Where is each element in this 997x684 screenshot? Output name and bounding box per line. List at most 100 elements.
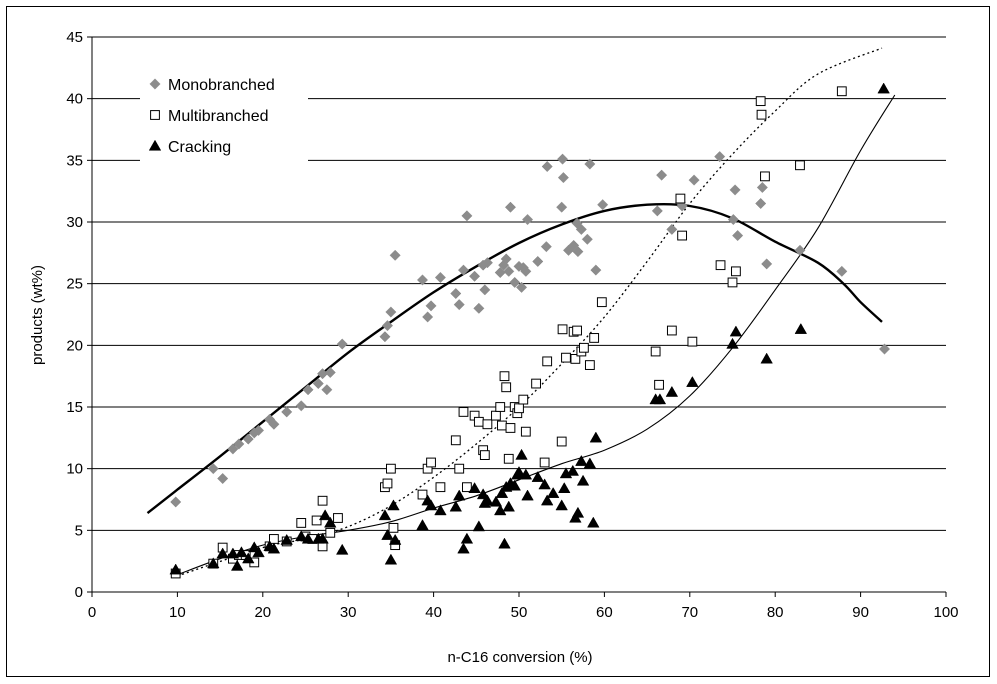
point-monobranched: [479, 284, 491, 296]
point-multibranched: [269, 534, 279, 544]
x-tick-label: 70: [681, 604, 698, 621]
point-monobranched: [714, 151, 726, 163]
point-multibranched: [520, 426, 531, 437]
point-monobranched: [556, 201, 568, 213]
point-cracking: [877, 82, 890, 94]
legend-marker-cracking: [148, 139, 162, 151]
legend-label-cracking: Cracking: [168, 139, 231, 156]
legend-marker-multibranched: [150, 110, 160, 120]
point-multibranched: [495, 402, 506, 412]
y-tick-label: 0: [75, 584, 83, 601]
point-cracking: [416, 519, 429, 530]
point-multibranched: [836, 86, 847, 97]
point-multibranched: [296, 518, 307, 528]
point-multibranched: [539, 457, 550, 468]
point-cracking: [498, 537, 511, 549]
point-cracking: [235, 546, 248, 558]
point-monobranched: [434, 271, 446, 284]
y-tick-label: 30: [66, 214, 83, 231]
point-monobranched: [252, 424, 265, 436]
point-multibranched: [333, 513, 343, 523]
point-monobranched: [302, 384, 314, 396]
point-monobranched: [281, 406, 293, 418]
y-tick-label: 25: [66, 276, 83, 293]
point-cracking: [472, 520, 486, 532]
point-monobranched: [324, 366, 336, 379]
point-cracking: [540, 494, 554, 506]
point-cracking: [316, 532, 329, 544]
point-cracking: [587, 516, 600, 528]
point-multibranched: [650, 346, 661, 357]
point-cracking: [449, 500, 463, 512]
point-monobranched: [572, 246, 584, 258]
point-multibranched: [756, 109, 767, 120]
point-monobranched: [541, 160, 553, 173]
point-multibranched: [731, 266, 741, 277]
point-multibranched: [715, 260, 726, 271]
point-monobranched: [242, 433, 254, 445]
point-monobranched: [321, 384, 333, 396]
point-monobranched: [590, 264, 602, 276]
point-cracking: [571, 506, 585, 518]
point-cracking: [576, 474, 590, 486]
point-multibranched: [572, 325, 582, 336]
point-multibranched: [556, 436, 567, 447]
point-multibranched: [557, 324, 568, 335]
point-multibranched: [584, 360, 595, 370]
point-cracking: [546, 487, 560, 498]
point-cracking: [468, 482, 481, 493]
point-multibranched: [561, 352, 571, 363]
y-tick-label: 35: [66, 152, 83, 169]
point-monobranched: [422, 311, 434, 323]
x-axis-title: n-C16 conversion (%): [447, 649, 592, 666]
point-multibranched: [454, 463, 465, 474]
y-tick-label: 10: [66, 461, 83, 478]
point-multibranched: [675, 193, 686, 204]
point-cracking: [575, 454, 588, 466]
axes: 0 5 10 15 20 25 30 35 40 45 0 10 20 30 40 50 60 70 80 90 100: [66, 29, 958, 621]
point-monobranched: [473, 302, 485, 314]
point-monobranched: [651, 205, 663, 217]
point-monobranched: [233, 438, 245, 450]
point-cracking: [384, 553, 398, 565]
point-multibranched: [462, 482, 472, 493]
point-cracking: [387, 499, 400, 511]
point-cracking: [388, 533, 402, 545]
point-multibranched: [450, 435, 461, 446]
point-monobranched: [521, 213, 534, 226]
point-cracking: [515, 448, 528, 460]
point-multibranched: [479, 450, 490, 461]
point-monobranched: [732, 230, 744, 242]
point-monobranched: [295, 400, 307, 412]
point-monobranched: [336, 338, 348, 350]
point-multibranched: [491, 410, 501, 421]
point-multibranched: [542, 356, 553, 367]
point-multibranched: [382, 478, 393, 489]
point-multibranched: [755, 96, 766, 107]
point-multibranched: [687, 336, 698, 347]
point-cracking: [726, 337, 739, 349]
trendline-cracking: [177, 94, 896, 576]
point-cracking: [729, 325, 743, 337]
point-cracking: [760, 352, 773, 364]
point-cracking: [538, 478, 551, 490]
x-tick-label: 50: [511, 604, 528, 621]
point-monobranched: [509, 276, 521, 288]
point-cracking: [558, 482, 571, 493]
point-cracking: [555, 499, 568, 511]
legend-label-multibranched: Multibranched: [168, 108, 269, 125]
point-monobranched: [666, 223, 678, 235]
point-monobranched: [425, 300, 437, 312]
point-cracking: [216, 547, 229, 559]
point-monobranched: [597, 199, 609, 211]
point-monobranched: [227, 443, 239, 455]
point-cracking: [589, 431, 603, 443]
point-cracking: [566, 464, 580, 476]
point-monobranched: [500, 253, 512, 265]
point-monobranched: [503, 265, 515, 277]
point-cracking: [318, 509, 332, 521]
point-multibranched: [388, 522, 399, 533]
point-cracking: [489, 495, 503, 507]
point-multibranched: [317, 495, 328, 506]
point-monobranched: [575, 223, 587, 235]
